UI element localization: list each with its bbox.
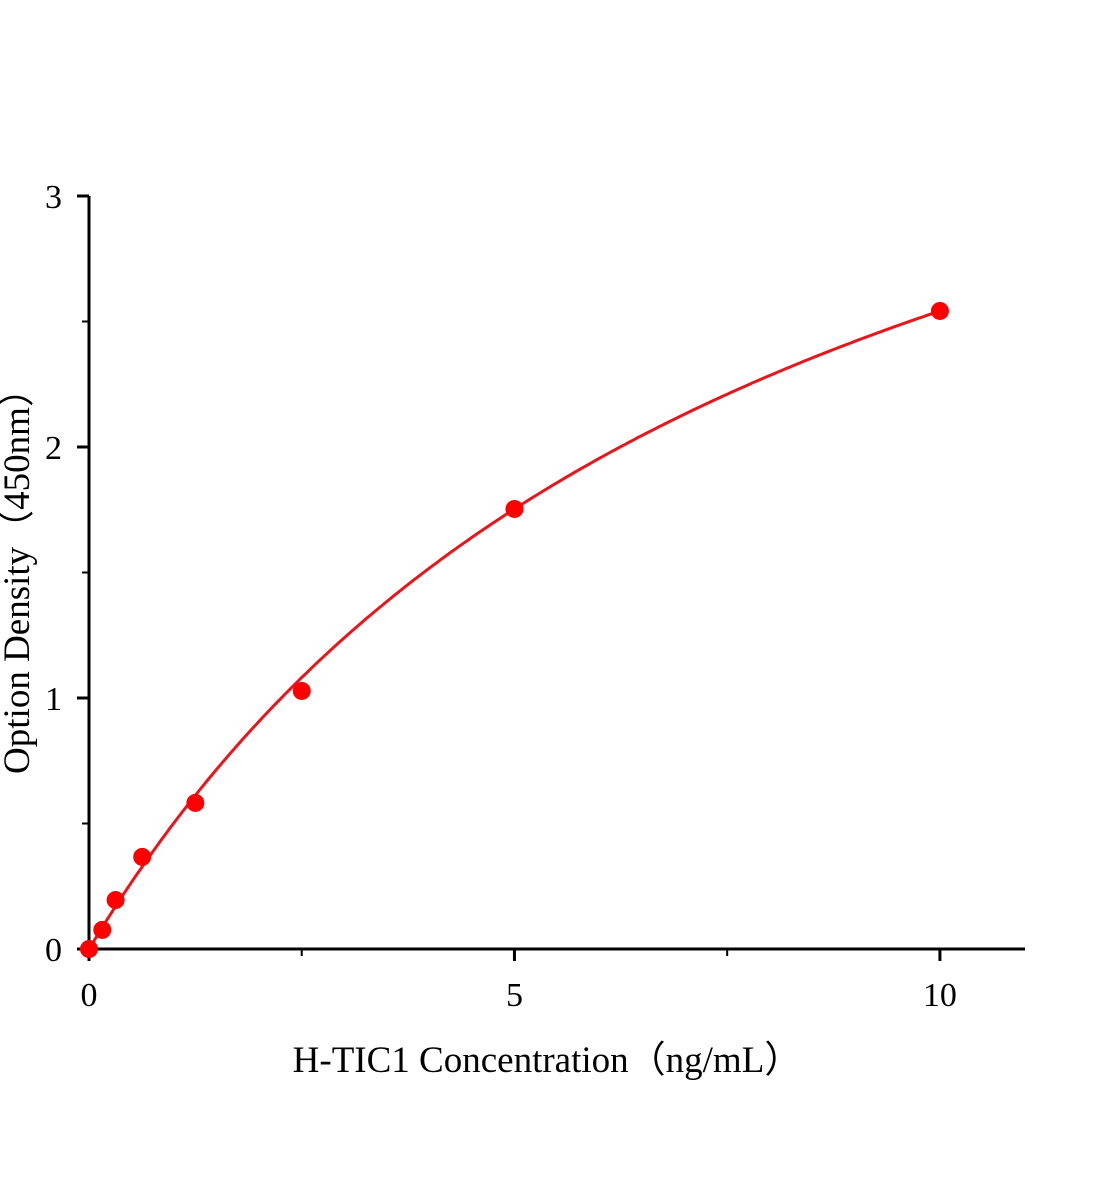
y-tick-label: 1 — [45, 681, 62, 718]
x-tick-label: 10 — [923, 977, 957, 1014]
data-point — [186, 793, 205, 812]
data-point — [505, 499, 524, 518]
data-point — [292, 681, 311, 700]
data-point — [93, 920, 112, 939]
x-axis-title: H-TIC1 Concentration（ng/mL） — [293, 1040, 802, 1081]
fit-curve — [87, 309, 941, 950]
x-tick-label: 5 — [506, 977, 523, 1014]
y-tick-label: 3 — [45, 179, 62, 216]
y-axis-title: Option Density（450nm） — [0, 370, 38, 774]
data-points — [80, 301, 949, 958]
data-point — [133, 847, 152, 866]
data-point — [106, 891, 125, 910]
x-tick-label: 0 — [81, 977, 98, 1014]
data-point — [930, 301, 949, 320]
y-tick-label: 0 — [45, 932, 62, 969]
y-tick-label: 2 — [45, 430, 62, 467]
data-point — [80, 940, 98, 958]
axes: 0 5 10 0 1 2 3 — [45, 179, 1025, 1014]
